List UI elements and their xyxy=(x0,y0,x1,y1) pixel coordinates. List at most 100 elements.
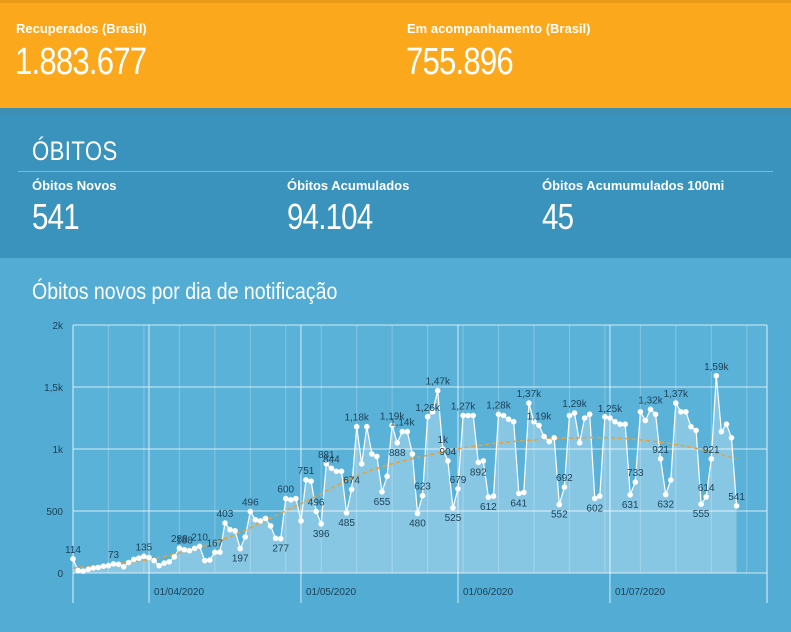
data-label: 1,37k xyxy=(517,389,542,400)
data-point xyxy=(713,373,720,379)
obitos-acumulados-label: Óbitos Acumulados xyxy=(287,178,410,193)
data-point xyxy=(298,518,304,524)
data-point xyxy=(566,412,573,419)
data-point xyxy=(207,557,213,563)
data-point xyxy=(657,456,664,462)
data-point xyxy=(283,495,289,502)
data-point xyxy=(500,412,507,419)
data-label: 1,59k xyxy=(704,362,729,373)
data-point xyxy=(581,415,588,421)
data-point xyxy=(516,490,522,497)
data-point xyxy=(576,440,583,446)
data-label: 614 xyxy=(698,483,715,494)
data-label: 541 xyxy=(728,492,745,503)
data-label: 888 xyxy=(389,448,406,459)
obitos-100mi-label: Óbitos Acumumulados 100mi xyxy=(542,178,725,193)
data-point xyxy=(343,510,350,516)
data-point xyxy=(105,562,112,569)
data-label: 921 xyxy=(652,445,669,456)
data-point xyxy=(100,563,107,569)
data-point xyxy=(176,545,183,551)
data-label: 396 xyxy=(313,529,330,540)
data-point xyxy=(166,559,172,565)
y-tick-label: 1,5k xyxy=(44,383,64,394)
data-label: 277 xyxy=(272,544,289,555)
data-label: 210 xyxy=(191,532,208,543)
data-label: 844 xyxy=(323,454,340,465)
data-point xyxy=(414,510,421,517)
data-label: 288 xyxy=(171,534,188,545)
data-point xyxy=(698,501,704,507)
x-tick-label: 01/04/2020 xyxy=(154,587,204,598)
recuperados-value: 1.883.677 xyxy=(15,41,147,83)
data-label: 73 xyxy=(108,550,120,561)
data-point xyxy=(242,534,248,540)
data-label: 1,26k xyxy=(415,403,440,414)
data-label: 485 xyxy=(338,518,355,529)
data-point xyxy=(151,557,157,564)
data-point xyxy=(622,421,628,427)
obitos-title: ÓBITOS xyxy=(32,136,118,166)
data-point xyxy=(688,423,694,430)
data-point xyxy=(510,418,517,425)
x-tick-label: 01/06/2020 xyxy=(463,587,513,598)
data-point xyxy=(526,400,532,406)
data-point xyxy=(541,433,547,440)
data-point xyxy=(475,459,482,466)
data-point xyxy=(708,456,715,462)
data-point xyxy=(703,494,709,500)
data-point xyxy=(257,518,264,524)
data-point xyxy=(561,484,568,490)
data-point xyxy=(95,564,102,571)
data-point xyxy=(364,423,370,430)
y-tick-label: 0 xyxy=(57,569,63,580)
data-label: 1,32k xyxy=(638,395,663,406)
data-point xyxy=(480,458,487,464)
data-point xyxy=(546,438,552,445)
acompanhamento-value: 755.896 xyxy=(406,41,514,83)
recuperados-label: Recuperados (Brasil) xyxy=(16,21,147,36)
data-point xyxy=(470,412,477,419)
data-point xyxy=(115,561,122,568)
data-point xyxy=(171,554,178,560)
data-point xyxy=(419,492,426,499)
data-point xyxy=(723,421,730,427)
data-point xyxy=(673,400,679,406)
data-point xyxy=(120,564,127,570)
data-label: 679 xyxy=(450,475,467,486)
data-label: 1,28k xyxy=(486,400,511,411)
data-point xyxy=(683,409,689,415)
data-point xyxy=(592,495,598,502)
obitos-acumulados-value: 94.104 xyxy=(287,196,373,237)
acompanhamento-label: Em acompanhamento (Brasil) xyxy=(407,21,591,36)
data-point xyxy=(131,556,137,563)
data-label: 602 xyxy=(586,503,603,514)
data-label: 641 xyxy=(510,499,527,510)
data-point xyxy=(328,465,335,472)
data-point xyxy=(85,566,91,573)
data-point xyxy=(212,549,218,556)
data-point xyxy=(617,421,623,427)
data-point xyxy=(125,559,132,566)
data-point xyxy=(369,451,375,457)
data-point xyxy=(293,495,299,502)
data-label: 555 xyxy=(693,509,710,520)
data-point xyxy=(227,526,233,533)
data-point xyxy=(460,412,466,419)
data-point xyxy=(536,422,542,429)
data-point xyxy=(136,555,142,561)
data-point xyxy=(201,557,208,564)
data-point xyxy=(668,477,674,483)
data-point xyxy=(181,546,188,553)
data-point xyxy=(440,446,446,452)
data-point xyxy=(90,565,97,571)
data-point xyxy=(505,416,512,422)
data-point xyxy=(288,497,294,503)
data-point xyxy=(141,553,147,560)
data-point xyxy=(232,528,238,534)
data-point xyxy=(110,561,117,567)
data-point xyxy=(652,411,659,418)
data-point xyxy=(399,428,406,435)
data-label: 1,25k xyxy=(598,404,623,415)
data-point xyxy=(521,489,527,496)
